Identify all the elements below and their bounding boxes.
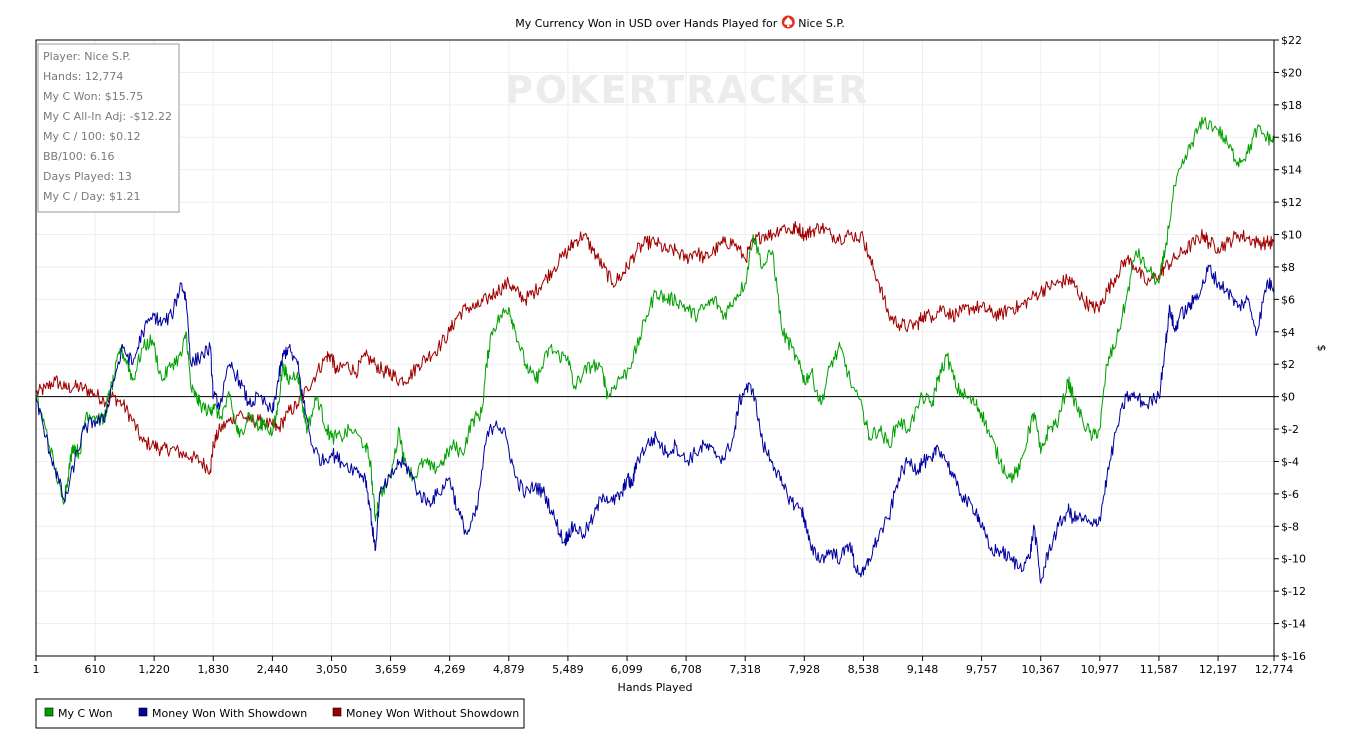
x-tick-label: 6,099 — [611, 663, 643, 676]
x-tick-label: 1,830 — [198, 663, 230, 676]
legend-swatch-showdown — [138, 707, 148, 717]
x-tick-label: 5,489 — [552, 663, 584, 676]
y-tick-label: $10 — [1281, 229, 1302, 242]
legend-label-non-showdown: Money Won Without Showdown — [346, 707, 519, 720]
y-tick-label: $-14 — [1281, 618, 1306, 631]
y-tick-label: $-12 — [1281, 585, 1306, 598]
x-tick-label: 1 — [33, 663, 40, 676]
y-tick-label: $4 — [1281, 326, 1295, 339]
x-tick-label: 12,774 — [1255, 663, 1294, 676]
y-tick-label: $-4 — [1281, 455, 1299, 468]
y-tick-label: $22 — [1281, 34, 1302, 47]
stat-won: My C Won: $15.75 — [43, 90, 143, 103]
x-tick-label: 3,050 — [316, 663, 348, 676]
watermark: POKERTRACKER — [505, 68, 869, 112]
legend-label-showdown: Money Won With Showdown — [152, 707, 307, 720]
x-tick-label: 11,587 — [1140, 663, 1179, 676]
series-showdown — [35, 264, 1275, 584]
x-tick-label: 6,708 — [670, 663, 702, 676]
stat-allin-adj: My C All-In Adj: -$12.22 — [43, 110, 172, 123]
y-axis: $22 $20 $18 $16 $14 $12 $10 $8 $6 $4 $2 $0 $-2 $-4 $-6… — [1274, 34, 1306, 663]
y-tick-label: $12 — [1281, 196, 1302, 209]
x-tick-label: 9,148 — [907, 663, 939, 676]
y-tick-label: $-8 — [1281, 520, 1299, 533]
spade-shape — [784, 17, 793, 27]
y-axis-label: $ — [1315, 345, 1328, 352]
y-tick-label: $-10 — [1281, 553, 1306, 566]
y-tick-label: $0 — [1281, 391, 1295, 404]
chart-title: My Currency Won in USD over Hands Played… — [515, 17, 778, 30]
stat-hands: Hands: 12,774 — [43, 70, 123, 83]
chart-title-player: Nice S.P. — [798, 17, 845, 30]
series-my-c-won — [35, 116, 1275, 522]
x-tick-label: 7,318 — [729, 663, 761, 676]
y-tick-label: $18 — [1281, 99, 1302, 112]
legend-swatch-non-showdown — [332, 707, 342, 717]
x-axis-label: Hands Played — [618, 681, 693, 694]
y-tick-label: $-6 — [1281, 488, 1299, 501]
series-non-showdown — [35, 221, 1275, 475]
y-tick-label: $-16 — [1281, 650, 1306, 663]
y-tick-label: $6 — [1281, 293, 1295, 306]
y-tick-label: $-2 — [1281, 423, 1299, 436]
stat-per100: My C / 100: $0.12 — [43, 130, 141, 143]
stats-box: Player: Nice S.P. Hands: 12,774 My C Won… — [37, 43, 180, 213]
x-tick-label: 610 — [85, 663, 106, 676]
y-tick-label: $8 — [1281, 261, 1295, 274]
legend: My C Won Money Won With Showdown Money W… — [35, 698, 525, 729]
x-tick-label: 3,659 — [375, 663, 407, 676]
plot-frame — [35, 39, 1275, 657]
stat-bb100: BB/100: 6.16 — [43, 150, 115, 163]
spade-chip-icon — [781, 15, 795, 29]
series-layer — [35, 116, 1275, 584]
y-tick-label: $20 — [1281, 66, 1302, 79]
x-tick-label: 12,197 — [1199, 663, 1238, 676]
x-tick-label: 2,440 — [257, 663, 289, 676]
x-tick-label: 10,977 — [1081, 663, 1120, 676]
x-tick-label: 10,367 — [1021, 663, 1060, 676]
plot-area — [36, 40, 1274, 656]
y-tick-label: $14 — [1281, 164, 1302, 177]
stat-perday: My C / Day: $1.21 — [43, 190, 141, 203]
x-tick-label: 4,879 — [493, 663, 525, 676]
x-tick-label: 4,269 — [434, 663, 466, 676]
x-tick-label: 1,220 — [138, 663, 170, 676]
x-tick-label: 8,538 — [848, 663, 880, 676]
legend-swatch-my-c-won — [44, 707, 54, 717]
y-tick-label: $2 — [1281, 358, 1295, 371]
x-tick-label: 9,757 — [966, 663, 998, 676]
x-axis: 1 610 1,220 1,830 2,440 3,050 3,659 4,269 4,879 5… — [33, 656, 1294, 676]
legend-label-my-c-won: My C Won — [58, 707, 113, 720]
stat-player: Player: Nice S.P. — [43, 50, 131, 63]
x-tick-label: 7,928 — [789, 663, 821, 676]
stat-days: Days Played: 13 — [43, 170, 132, 183]
y-tick-label: $16 — [1281, 131, 1302, 144]
